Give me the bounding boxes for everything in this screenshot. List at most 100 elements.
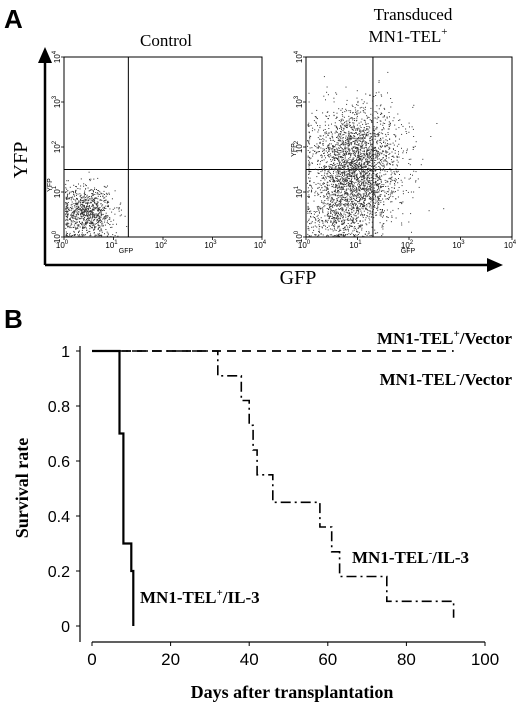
event-dot [318, 166, 320, 168]
event-dot [328, 165, 330, 167]
event-dot [357, 102, 359, 104]
event-dot [353, 141, 355, 142]
event-dot [353, 217, 355, 219]
event-dot [332, 203, 334, 205]
event-dot [348, 123, 350, 125]
event-dot [352, 176, 354, 178]
event-dot [358, 159, 360, 161]
event-dot [97, 201, 99, 203]
plot-y-axis-label: YFP [47, 178, 54, 192]
event-dot [362, 150, 364, 152]
event-dot [68, 209, 69, 211]
event-dot [350, 135, 352, 136]
event-dot [412, 128, 414, 130]
event-dot [349, 215, 351, 217]
event-dot [366, 234, 368, 236]
event-dot [367, 195, 369, 197]
event-dot [97, 204, 99, 206]
event-dot [314, 225, 316, 227]
event-dot [338, 159, 340, 161]
event-dot [372, 184, 374, 186]
event-dot [348, 141, 350, 143]
event-dot [356, 97, 358, 99]
event-dot [81, 209, 83, 211]
event-dot [94, 234, 96, 236]
event-dot [79, 195, 81, 197]
event-dot [337, 189, 339, 191]
event-dot [340, 213, 342, 215]
event-dot [314, 192, 316, 194]
event-dot [333, 151, 335, 153]
event-dot [348, 115, 350, 117]
event-dot [326, 91, 328, 93]
event-dot [101, 193, 102, 195]
event-dot [321, 200, 323, 202]
event-dot [310, 235, 312, 237]
event-dot [400, 179, 402, 181]
event-dot [86, 198, 88, 200]
event-dot [98, 213, 100, 215]
event-dot [385, 156, 387, 157]
event-dot [360, 226, 361, 228]
event-dot [73, 215, 75, 217]
event-dot [335, 177, 336, 179]
event-dot [390, 195, 392, 197]
event-dot [373, 96, 375, 97]
event-dot [333, 156, 335, 158]
event-dot [345, 126, 347, 128]
event-dot [322, 189, 324, 191]
event-dot [341, 165, 343, 167]
event-dot [324, 167, 325, 169]
event-dot [372, 149, 373, 151]
plot-title: Control [140, 31, 192, 50]
event-dot [319, 125, 321, 127]
event-dot [362, 206, 363, 207]
event-dot [320, 154, 322, 156]
event-dot [375, 195, 376, 197]
event-dot [364, 188, 366, 190]
event-dot [340, 125, 342, 127]
event-dot [99, 230, 101, 232]
event-dot [83, 183, 85, 185]
x-tick-labels: 100 101 102 103 104 [56, 237, 267, 250]
event-dot [326, 222, 328, 224]
event-dot [332, 151, 333, 153]
event-dot [335, 213, 337, 215]
event-dot [354, 236, 356, 238]
event-dot [342, 186, 344, 188]
event-dot [107, 205, 108, 207]
event-dot [352, 219, 354, 221]
event-dot [369, 146, 370, 148]
event-dot [343, 155, 345, 156]
y-tick-exp: 1 [294, 185, 300, 189]
x-tick-label: 0 [87, 650, 96, 669]
event-dot [340, 137, 342, 139]
event-dot [401, 185, 403, 187]
event-dot [345, 178, 347, 180]
event-dot [361, 145, 363, 147]
event-dot [397, 182, 399, 184]
event-dot [356, 117, 358, 119]
event-dot [354, 234, 356, 236]
event-dot [66, 198, 68, 199]
event-dot [379, 209, 381, 211]
event-dot [78, 235, 80, 237]
event-dot [344, 186, 346, 187]
event-dot [100, 210, 102, 212]
event-dot [345, 152, 347, 154]
event-dot [372, 190, 374, 192]
event-dot [350, 198, 352, 200]
event-dot [360, 137, 362, 139]
event-dot [351, 163, 353, 165]
event-dot [377, 158, 379, 160]
event-dot [409, 126, 410, 128]
event-dot [75, 216, 76, 218]
event-dot [307, 233, 309, 235]
x-tick-label: 104 [254, 240, 267, 250]
event-dot [91, 227, 93, 229]
event-dot [395, 128, 397, 130]
event-dot [334, 202, 336, 204]
event-dot [372, 197, 374, 199]
event-dot [376, 141, 377, 143]
event-dot [355, 192, 357, 194]
